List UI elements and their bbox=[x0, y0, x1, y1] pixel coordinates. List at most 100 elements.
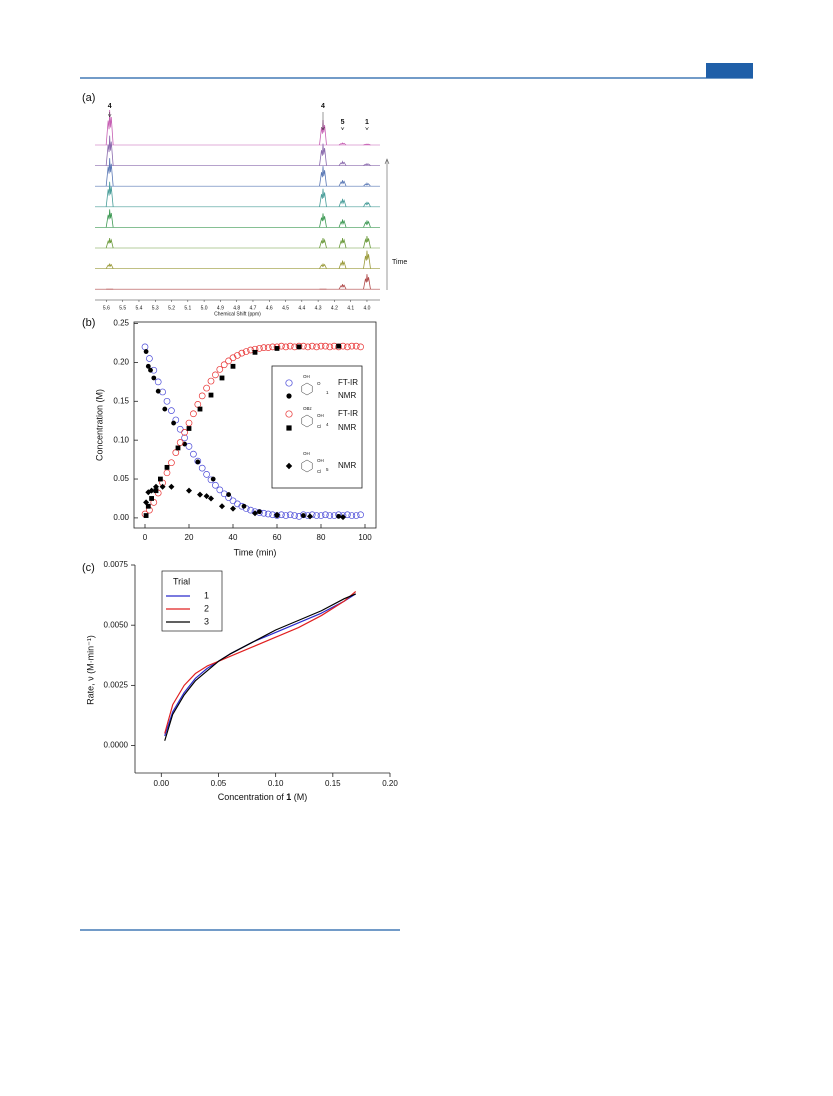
point bbox=[168, 483, 175, 490]
structure-compound: 1 bbox=[326, 390, 329, 395]
structure-group: O bbox=[317, 381, 321, 386]
peak bbox=[319, 166, 327, 187]
x-tick-label: 20 bbox=[185, 533, 194, 542]
point bbox=[308, 342, 316, 350]
point bbox=[317, 342, 325, 350]
point bbox=[322, 342, 329, 350]
point bbox=[234, 352, 241, 359]
y-tick-label: 0.0075 bbox=[104, 560, 129, 569]
point bbox=[158, 476, 163, 482]
time-arrowhead bbox=[384, 158, 390, 165]
peak bbox=[363, 274, 371, 290]
point bbox=[313, 343, 320, 351]
x-tick-label: 5.5 bbox=[119, 305, 126, 311]
point bbox=[148, 487, 155, 494]
point bbox=[307, 513, 313, 520]
point bbox=[143, 499, 150, 506]
structure-group: Cl bbox=[317, 424, 321, 429]
legend-label: FT-IR bbox=[338, 378, 358, 387]
x-tick-label: 5.6 bbox=[103, 305, 110, 311]
point bbox=[216, 366, 224, 373]
point bbox=[264, 510, 272, 518]
point bbox=[194, 401, 202, 408]
x-tick-label: 5.1 bbox=[184, 305, 191, 311]
point bbox=[348, 512, 356, 519]
point bbox=[241, 503, 247, 509]
y-tick-label: 0.05 bbox=[113, 474, 129, 483]
point bbox=[219, 503, 225, 510]
point bbox=[208, 392, 214, 398]
point bbox=[145, 503, 151, 509]
point bbox=[225, 357, 232, 365]
point bbox=[286, 342, 294, 350]
peak bbox=[105, 209, 114, 228]
peak bbox=[105, 158, 114, 187]
peak bbox=[338, 219, 347, 228]
point bbox=[148, 367, 153, 373]
point bbox=[286, 425, 292, 431]
peak bbox=[338, 260, 347, 269]
point bbox=[274, 511, 280, 518]
structure-ring bbox=[301, 459, 313, 473]
point bbox=[186, 426, 192, 431]
point bbox=[286, 393, 292, 399]
point bbox=[326, 512, 334, 519]
point bbox=[229, 497, 237, 505]
point bbox=[352, 512, 360, 519]
point bbox=[219, 375, 225, 381]
structure-compound: 5 bbox=[326, 467, 329, 472]
legend-label: FT-IR bbox=[338, 409, 358, 418]
legend-label: 2 bbox=[204, 603, 209, 613]
peak bbox=[319, 143, 327, 166]
point bbox=[171, 420, 177, 426]
legend-label: 1 bbox=[204, 590, 209, 600]
annotation: Time bbox=[392, 259, 407, 266]
point bbox=[238, 349, 246, 357]
point bbox=[304, 343, 312, 351]
x-tick-label: 4.6 bbox=[266, 305, 273, 311]
point bbox=[163, 469, 171, 477]
peak bbox=[363, 201, 371, 207]
point bbox=[198, 392, 206, 400]
point bbox=[210, 476, 216, 482]
point bbox=[313, 512, 320, 519]
point bbox=[274, 346, 280, 351]
structure-group: Cl bbox=[317, 469, 321, 474]
x-tick-label: 0.20 bbox=[382, 779, 398, 788]
point bbox=[168, 407, 175, 414]
point bbox=[195, 459, 201, 465]
point bbox=[212, 371, 219, 379]
structure-compound: 4 bbox=[326, 422, 329, 427]
x-tick-label: 5.3 bbox=[152, 305, 159, 311]
point bbox=[230, 505, 236, 512]
x-tick-label: 4.9 bbox=[217, 305, 224, 311]
peak bbox=[363, 182, 371, 187]
point bbox=[247, 506, 254, 514]
point bbox=[344, 343, 351, 351]
x-tick-label: 4.7 bbox=[249, 305, 256, 311]
y-tick-label: 0.20 bbox=[113, 358, 129, 367]
point bbox=[181, 434, 188, 442]
x-tick-label: 5.0 bbox=[201, 305, 208, 311]
legend-frame bbox=[161, 570, 223, 632]
point bbox=[344, 511, 351, 519]
point bbox=[282, 512, 290, 519]
point bbox=[190, 450, 197, 458]
panel-label: (b) bbox=[82, 317, 95, 329]
point bbox=[172, 449, 180, 456]
point bbox=[143, 349, 149, 354]
peak-arrowhead bbox=[340, 126, 345, 131]
legend-label: NMR bbox=[338, 461, 356, 470]
x-tick-label: 40 bbox=[229, 533, 238, 542]
peak bbox=[338, 160, 347, 166]
point bbox=[208, 495, 214, 502]
peak-label: 1 bbox=[365, 119, 369, 126]
point bbox=[176, 439, 184, 446]
peak bbox=[319, 213, 327, 228]
y-tick-label: 0.15 bbox=[113, 396, 129, 405]
point bbox=[153, 488, 159, 494]
structure-group: OBz bbox=[303, 406, 313, 411]
peak bbox=[338, 142, 347, 146]
